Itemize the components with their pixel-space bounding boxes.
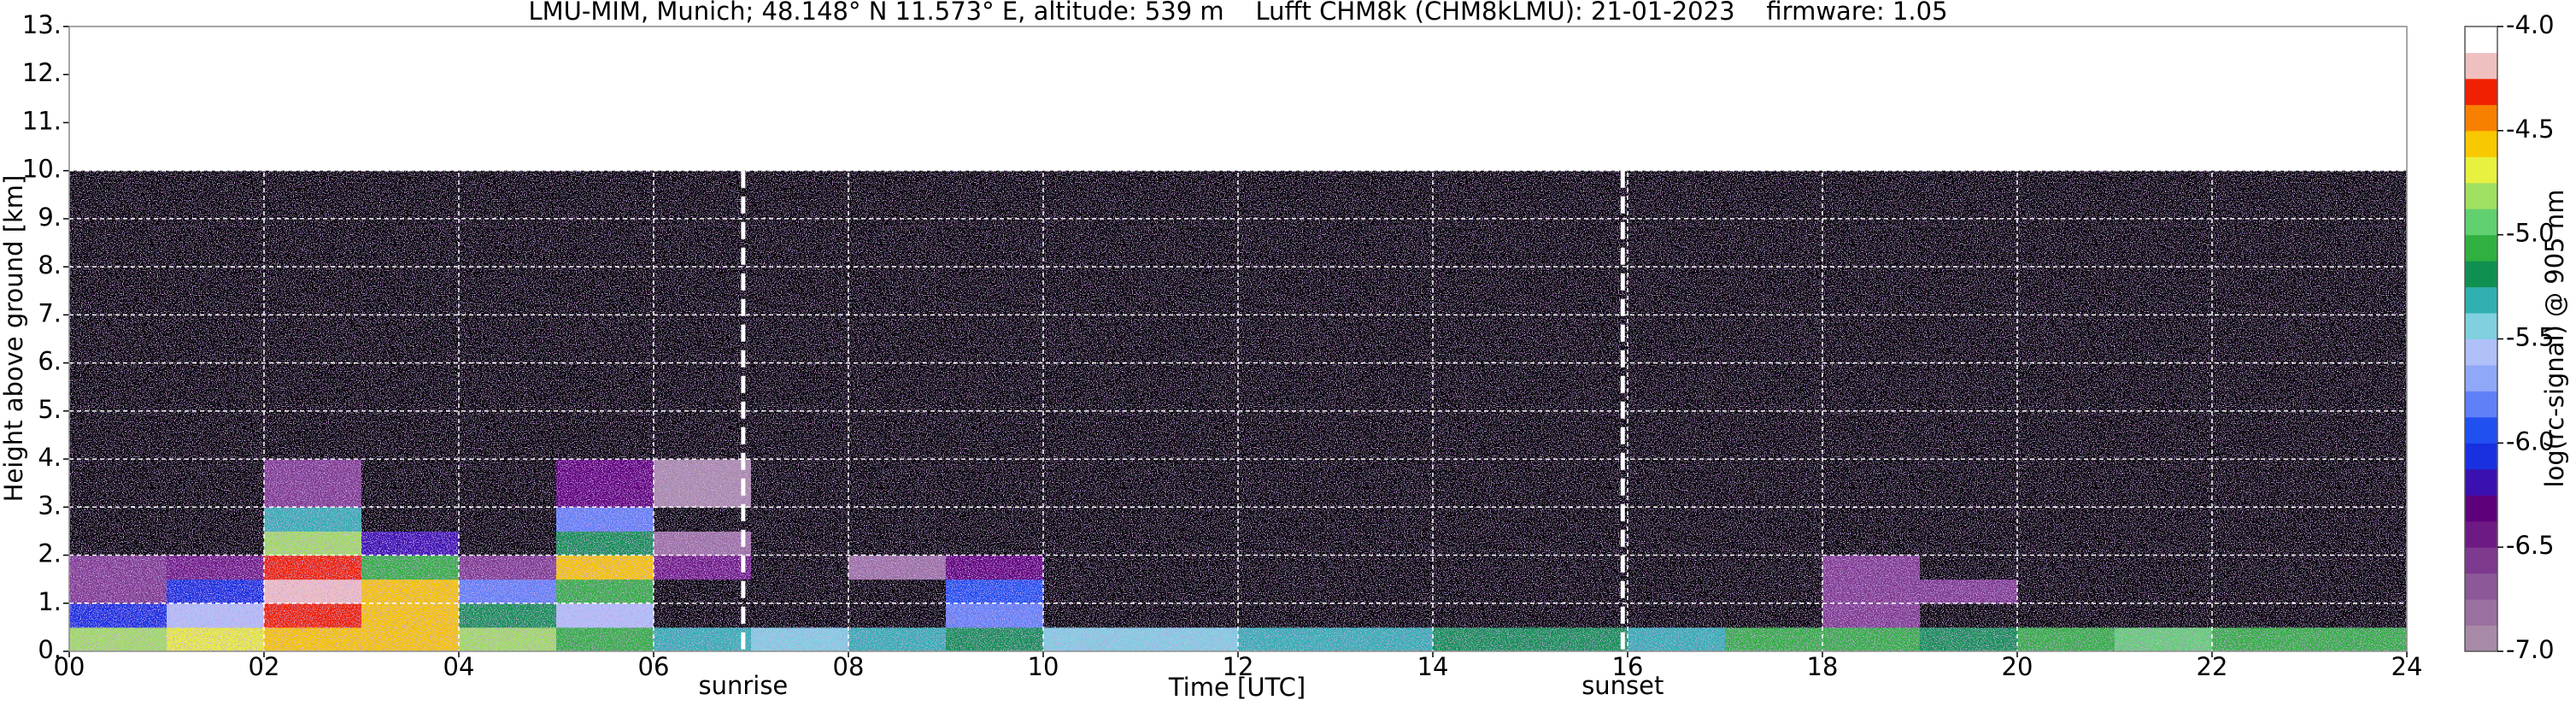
- x-tick-label: 22: [2197, 652, 2228, 681]
- colorbar-tick-label: -5.5: [2506, 323, 2555, 352]
- y-tick-label: 11.: [22, 106, 62, 135]
- y-tick-label: 2.: [38, 539, 62, 568]
- annotation-label: sunset: [1581, 671, 1664, 700]
- colorbar-tick-label: -4.0: [2506, 10, 2555, 39]
- colorbar-band: [2465, 52, 2497, 79]
- y-tick-label: 7.: [38, 298, 62, 327]
- colorbar-band: [2465, 547, 2497, 574]
- colorbar-band: [2465, 130, 2497, 157]
- y-tick-label: 6.: [38, 347, 62, 376]
- colorbar-band: [2465, 234, 2497, 262]
- colorbar-band: [2465, 26, 2497, 53]
- chart-title: LMU-MIM, Munich; 48.148° N 11.573° E, al…: [528, 0, 1947, 26]
- colorbar-band: [2465, 391, 2497, 418]
- colorbar-tick-label: -4.5: [2506, 115, 2555, 144]
- y-tick-label: 4.: [38, 443, 62, 472]
- y-tick-label: 12.: [22, 58, 62, 87]
- y-axis-label: Height above ground [km]: [0, 175, 28, 503]
- colorbar-band: [2465, 443, 2497, 470]
- colorbar-tick-label: -6.5: [2506, 531, 2555, 560]
- x-tick-label: 08: [833, 652, 865, 681]
- x-tick-label: 10: [1028, 652, 1059, 681]
- y-tick-label: 3.: [38, 491, 62, 520]
- y-tick-label: 1.: [38, 587, 62, 616]
- y-tick-label: 10.: [22, 155, 62, 184]
- y-tick-label: 5.: [38, 395, 62, 424]
- x-tick-label: 02: [249, 652, 280, 681]
- x-tick-label: 06: [638, 652, 670, 681]
- colorbar-band: [2465, 338, 2497, 366]
- colorbar-band: [2465, 261, 2497, 288]
- colorbar-band: [2465, 364, 2497, 391]
- colorbar-band: [2465, 182, 2497, 209]
- x-tick-label: 14: [1417, 652, 1449, 681]
- plot-frame: [68, 26, 2408, 652]
- colorbar-tick-label: -6.0: [2506, 427, 2555, 456]
- colorbar-band: [2465, 573, 2497, 600]
- colorbar-band: [2465, 625, 2497, 652]
- colorbar-label: log(rc-signal) @ 905 nm: [2540, 190, 2569, 488]
- y-tick-label: 8.: [38, 250, 62, 279]
- x-axis-label: Time [UTC]: [1168, 673, 1306, 702]
- colorbar-band: [2465, 104, 2497, 132]
- colorbar-band: [2465, 416, 2497, 444]
- x-tick-label: 12: [1223, 652, 1254, 681]
- colorbar-band: [2465, 495, 2497, 522]
- colorbar-band: [2465, 313, 2497, 339]
- colorbar-band: [2465, 209, 2497, 236]
- x-tick-label: 24: [2391, 652, 2423, 681]
- x-tick-label: 04: [443, 652, 475, 681]
- y-tick-label: 0.: [38, 635, 62, 664]
- x-tick-label: 20: [2002, 652, 2033, 681]
- colorbar-band: [2465, 156, 2497, 184]
- y-tick-label: 13.: [22, 10, 62, 39]
- colorbar-tick-label: -5.0: [2506, 219, 2555, 248]
- x-tick-label: 16: [1612, 652, 1644, 681]
- colorbar-band: [2465, 521, 2497, 548]
- annotation-label: sunrise: [698, 671, 788, 700]
- x-tick-label: 18: [1807, 652, 1839, 681]
- colorbar-band: [2465, 78, 2497, 105]
- colorbar-band: [2465, 599, 2497, 627]
- y-tick-label: 9.: [38, 203, 62, 232]
- colorbar-band: [2465, 468, 2497, 496]
- colorbar-band: [2465, 286, 2497, 314]
- x-tick-label: 00: [54, 652, 85, 681]
- colorbar-tick-label: -7.0: [2506, 635, 2555, 664]
